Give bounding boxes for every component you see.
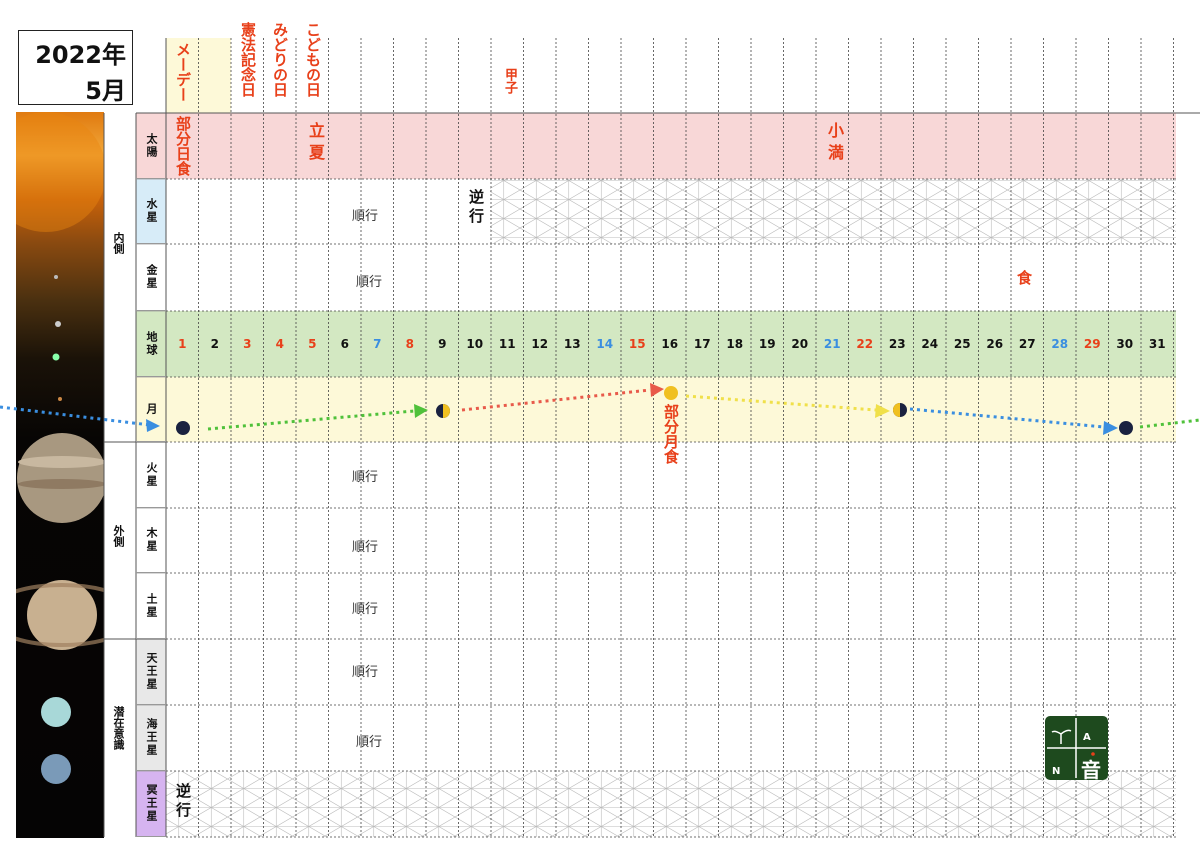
holiday-greenery-day: みどりの日 <box>271 22 289 97</box>
day-number: 24 <box>921 337 939 351</box>
venus-direct-label: 順行 <box>356 275 383 290</box>
row-label-neptune: 海王星 <box>136 705 166 771</box>
day-number: 30 <box>1116 337 1134 351</box>
event-rikka: 立夏 <box>306 122 325 166</box>
new-moon-icon-2 <box>1119 421 1133 435</box>
day-number: 10 <box>466 337 484 351</box>
event-partial-solar-eclipse: 部分日食 <box>174 116 192 176</box>
day-number: 31 <box>1148 337 1166 351</box>
day-number: 23 <box>888 337 906 351</box>
pluto-retrograde-label: 逆行 <box>174 783 192 821</box>
day-number: 26 <box>986 337 1004 351</box>
row-label-moon: 月 <box>136 377 166 442</box>
first-quarter-moon-icon <box>436 404 450 418</box>
day-number: 19 <box>758 337 776 351</box>
day-number: 14 <box>596 337 614 351</box>
jupiter-direct-label: 順行 <box>352 540 379 555</box>
month-title-box: 2022年 5月 <box>18 30 133 105</box>
holiday-constitution-day: 憲法記念日 <box>239 22 257 97</box>
full-moon-icon <box>664 386 678 400</box>
neptune-direct-label: 順行 <box>356 735 383 750</box>
row-label-uranus: 天王星 <box>136 639 166 705</box>
logo-kanji: 音 <box>1081 758 1101 782</box>
row-label-saturn: 土星 <box>136 573 166 639</box>
new-moon-icon <box>176 421 190 435</box>
day-number: 2 <box>210 337 219 351</box>
logo-graphic <box>1047 718 1106 778</box>
last-quarter-moon-icon <box>893 403 907 417</box>
day-number: 7 <box>373 337 382 351</box>
year-label: 2022年 <box>35 41 126 69</box>
event-shoman: 小満 <box>825 122 844 166</box>
day-number: 27 <box>1018 337 1036 351</box>
brand-logo: A N 音 <box>1045 716 1108 782</box>
row-label-sun: 太陽 <box>136 113 166 179</box>
row-label-jupiter: 木星 <box>136 508 166 573</box>
venus-eclipse-label: 食 <box>1017 269 1033 287</box>
day-number: 9 <box>438 337 447 351</box>
mercury-direct-label: 順行 <box>352 209 379 224</box>
day-number: 29 <box>1083 337 1101 351</box>
row-label-mercury: 水星 <box>136 179 166 244</box>
holiday-mayday: メーデー <box>174 42 192 102</box>
moon-path-green-2 <box>1139 418 1200 429</box>
day-number: 1 <box>178 337 187 351</box>
month-label: 5月 <box>85 77 126 105</box>
uranus-direct-label: 順行 <box>352 665 379 680</box>
day-number: 3 <box>243 337 252 351</box>
day-number: 21 <box>823 337 841 351</box>
moon-path <box>0 383 1200 435</box>
moon-path-blue-1 <box>0 405 151 427</box>
moon-path-blue-2 <box>909 407 1105 429</box>
day-number: 17 <box>693 337 711 351</box>
day-number: 11 <box>498 337 516 351</box>
saturn-direct-label: 順行 <box>352 602 379 617</box>
day-number: 4 <box>275 337 284 351</box>
planets-image <box>16 112 104 838</box>
day-number: 12 <box>531 337 549 351</box>
day-number: 18 <box>726 337 744 351</box>
group-subconscious-label: 潜在意識 <box>112 706 125 750</box>
planets-illustration <box>16 112 104 784</box>
day-number: 20 <box>791 337 809 351</box>
event-partial-lunar-eclipse: 部分月食 <box>662 404 680 464</box>
day-number: 8 <box>405 337 414 351</box>
row-label-pluto: 冥王星 <box>136 771 166 837</box>
logo-letter-n: N <box>1052 766 1061 777</box>
day-number: 6 <box>340 337 349 351</box>
day-number: 15 <box>628 337 646 351</box>
kinoene-day: 甲子 <box>502 68 517 94</box>
mercury-retrograde-label: 逆行 <box>467 189 485 227</box>
group-inner-label: 内側 <box>112 232 125 254</box>
day-number: 5 <box>308 337 317 351</box>
logo-letter-a: A <box>1083 732 1091 743</box>
group-outer-label: 外側 <box>112 525 125 547</box>
row-label-venus: 金星 <box>136 244 166 311</box>
mars-direct-label: 順行 <box>352 470 379 485</box>
row-label-mars: 火星 <box>136 442 166 508</box>
row-label-earth: 地球 <box>136 311 166 377</box>
day-number: 25 <box>953 337 971 351</box>
holiday-childrens-day: こどもの日 <box>304 22 322 97</box>
day-number: 22 <box>856 337 874 351</box>
day-number: 28 <box>1051 337 1069 351</box>
day-number: 13 <box>563 337 581 351</box>
day-number: 16 <box>661 337 679 351</box>
